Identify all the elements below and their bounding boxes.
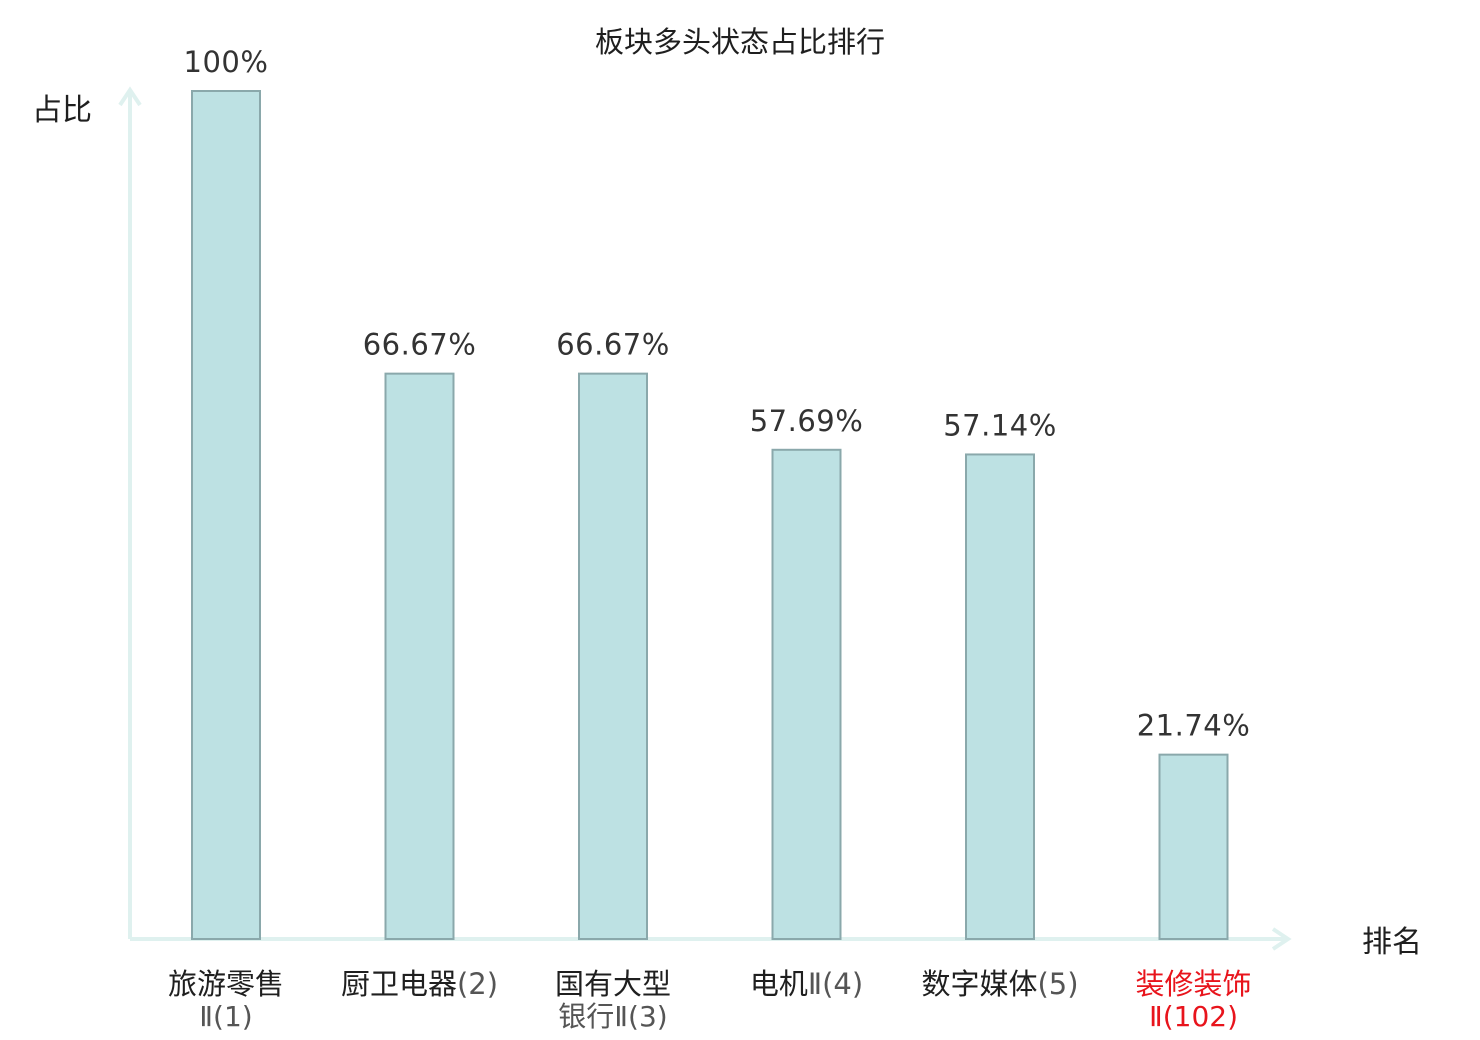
x-axis-label: 排名	[1362, 925, 1422, 960]
bar	[578, 372, 648, 940]
chart-title: 板块多头状态占比排行	[595, 25, 885, 59]
x-tick-label-main: 旅游零售	[168, 967, 284, 1001]
bar	[771, 448, 842, 940]
x-tick-label-main: 国有大型	[555, 967, 671, 1001]
axes	[118, 86, 1292, 951]
x-tick-label-main: 厨卫电器	[341, 967, 457, 1001]
data-label: 57.69%	[750, 404, 864, 438]
x-tick-label-line2: Ⅱ(1)	[199, 1000, 252, 1033]
x-tick-label-suffix: (5)	[1037, 967, 1078, 1001]
x-tick-label: 旅游零售	[168, 967, 284, 1001]
x-axis-arrow	[1271, 927, 1292, 951]
x-tick-label-suffix: (2)	[457, 967, 498, 1001]
data-label: 66.67%	[556, 328, 670, 362]
x-tick-label: 装修装饰	[1135, 967, 1251, 1001]
y-axis-label: 占比	[32, 93, 92, 128]
x-tick-label-line2: 银行Ⅱ(3)	[558, 1000, 667, 1033]
x-tick-label-suffix: Ⅱ(4)	[808, 967, 863, 1001]
x-tick-label: 数字媒体(5)	[921, 967, 1078, 1001]
bar	[1158, 753, 1229, 940]
bar	[191, 90, 261, 940]
data-label: 57.14%	[943, 408, 1057, 442]
x-tick-label-main: 数字媒体	[921, 967, 1037, 1001]
bar	[384, 372, 455, 940]
x-tick-label: 国有大型	[555, 967, 671, 1001]
y-axis-arrow	[118, 86, 142, 107]
data-label: 100%	[184, 45, 269, 79]
x-tick-label: 厨卫电器(2)	[341, 967, 498, 1001]
bar	[965, 453, 1035, 940]
x-tick-label-main: 电机	[750, 967, 808, 1001]
x-tick-label: 电机Ⅱ(4)	[750, 967, 863, 1001]
x-tick-label-line2: Ⅱ(102)	[1149, 1000, 1238, 1033]
data-label: 66.67%	[363, 328, 477, 362]
x-tick-label-main: 装修装饰	[1135, 967, 1251, 1001]
bars	[191, 90, 1229, 940]
value-labels: 100% 66.67% 66.67% 57.69% 57.14% 21.74%	[184, 45, 1251, 743]
data-label: 21.74%	[1137, 709, 1251, 743]
